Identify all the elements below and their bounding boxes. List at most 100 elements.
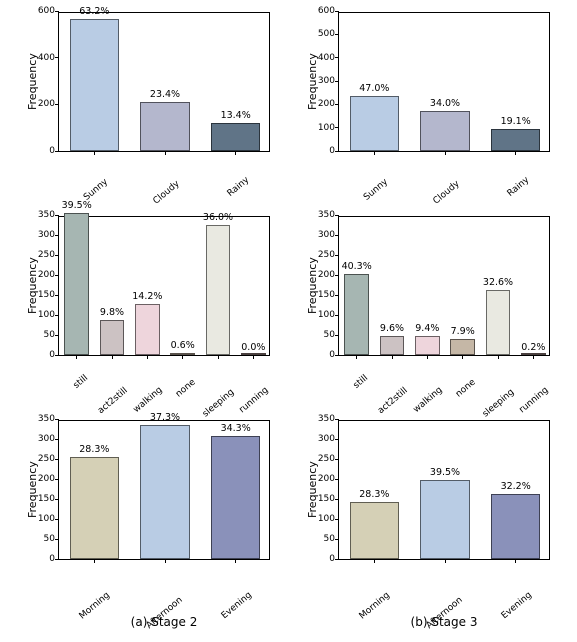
xtick-mark — [182, 355, 183, 359]
ytick-label: 250 — [38, 250, 59, 260]
ytick-label: 100 — [38, 514, 59, 524]
xtick-mark — [165, 151, 166, 155]
ytick-label: 350 — [318, 210, 339, 220]
ytick-label: 300 — [38, 230, 59, 240]
bar — [135, 304, 160, 355]
ytick-label: 500 — [318, 29, 339, 39]
xtick-mark — [94, 559, 95, 563]
ytick-label: 300 — [38, 434, 59, 444]
y-axis-label: Frequency — [306, 53, 319, 110]
ytick-label: 300 — [318, 230, 339, 240]
bar-value-label: 0.2% — [521, 342, 545, 353]
panel-stage2-weather: 020040060063.2%Sunny23.4%Cloudy13.4%Rain… — [58, 12, 270, 152]
bar-value-label: 13.4% — [221, 110, 251, 121]
xtick-mark — [533, 355, 534, 359]
bar-value-label: 0.6% — [171, 340, 195, 351]
ytick-label: 50 — [324, 330, 339, 340]
ytick-label: 0 — [49, 554, 59, 564]
bar-value-label: 39.5% — [430, 467, 460, 478]
bar — [211, 123, 260, 151]
subplot-caption: (b) Stage 3 — [338, 615, 550, 629]
ytick-label: 0 — [329, 146, 339, 156]
xtick-mark — [515, 559, 516, 563]
ytick-label: 0 — [329, 350, 339, 360]
xtick-label: still — [71, 373, 89, 391]
xtick-label: still — [351, 373, 369, 391]
plot-area: 05010015020025030035028.3%Morning37.3%Af… — [58, 420, 270, 560]
xtick-label: Cloudy — [431, 179, 461, 207]
bar — [491, 494, 540, 559]
xtick-label: sleeping — [481, 387, 516, 419]
ytick-label: 250 — [38, 454, 59, 464]
bar-value-label: 28.3% — [79, 444, 109, 455]
bar-value-label: 23.4% — [150, 89, 180, 100]
ytick-label: 100 — [38, 310, 59, 320]
y-axis-label: Frequency — [26, 257, 39, 314]
ytick-label: 200 — [38, 270, 59, 280]
panel-stage3-weather: 010020030040050060047.0%Sunny34.0%Cloudy… — [338, 12, 550, 152]
ytick-label: 600 — [38, 6, 59, 16]
bar-value-label: 32.6% — [483, 277, 513, 288]
ytick-label: 200 — [38, 99, 59, 109]
bar — [415, 336, 440, 355]
bar — [450, 339, 475, 355]
bar — [420, 480, 469, 559]
xtick-label: walking — [132, 385, 165, 415]
bar-value-label: 32.2% — [501, 481, 531, 492]
ytick-label: 100 — [318, 310, 339, 320]
xtick-label: Rainy — [505, 175, 531, 199]
ytick-label: 250 — [318, 250, 339, 260]
bar-value-label: 9.6% — [380, 323, 404, 334]
plot-area: 05010015020025030035039.5%still9.8%act2s… — [58, 216, 270, 356]
bar-value-label: 0.0% — [241, 342, 265, 353]
xtick-label: running — [238, 385, 271, 415]
ytick-label: 0 — [49, 146, 59, 156]
xtick-mark — [147, 355, 148, 359]
xtick-mark — [94, 151, 95, 155]
ytick-label: 200 — [38, 474, 59, 484]
ytick-label: 150 — [318, 290, 339, 300]
bar-value-label: 9.8% — [100, 307, 124, 318]
bar — [344, 274, 369, 355]
ytick-label: 150 — [38, 290, 59, 300]
plot-area: 020040060063.2%Sunny23.4%Cloudy13.4%Rain… — [58, 12, 270, 152]
panel-stage3-activity: 05010015020025030035040.3%still9.6%act2s… — [338, 216, 550, 356]
panel-stage2-activity: 05010015020025030035039.5%still9.8%act2s… — [58, 216, 270, 356]
bar — [64, 213, 89, 355]
ytick-label: 200 — [318, 474, 339, 484]
xtick-label: sleeping — [201, 387, 236, 419]
bar — [70, 457, 119, 559]
ytick-label: 100 — [318, 514, 339, 524]
xtick-label: walking — [412, 385, 445, 415]
xtick-mark — [445, 151, 446, 155]
bar-value-label: 34.3% — [221, 423, 251, 434]
bar — [70, 19, 119, 151]
ytick-label: 200 — [318, 99, 339, 109]
xtick-mark — [374, 559, 375, 563]
xtick-mark — [165, 559, 166, 563]
bar-value-label: 63.2% — [79, 6, 109, 17]
panel-stage2-daypart: 05010015020025030035028.3%Morning37.3%Af… — [58, 420, 270, 560]
bar — [486, 290, 511, 355]
bar-value-label: 9.4% — [415, 323, 439, 334]
bar-value-label: 47.0% — [359, 83, 389, 94]
xtick-label: none — [174, 377, 198, 399]
bar — [350, 96, 399, 151]
ytick-label: 250 — [318, 454, 339, 464]
xtick-mark — [392, 355, 393, 359]
bar-value-label: 34.0% — [430, 98, 460, 109]
bar — [100, 320, 125, 355]
xtick-label: Cloudy — [151, 179, 181, 207]
y-axis-label: Frequency — [26, 53, 39, 110]
ytick-label: 0 — [329, 554, 339, 564]
bar-value-label: 19.1% — [501, 116, 531, 127]
figure: 020040060063.2%Sunny23.4%Cloudy13.4%Rain… — [0, 0, 577, 642]
bar-value-label: 37.3% — [150, 412, 180, 423]
ytick-label: 400 — [38, 53, 59, 63]
xtick-mark — [76, 355, 77, 359]
ytick-label: 350 — [38, 414, 59, 424]
ytick-label: 0 — [49, 350, 59, 360]
ytick-label: 350 — [38, 210, 59, 220]
bar-value-label: 40.3% — [342, 261, 372, 272]
ytick-label: 350 — [318, 414, 339, 424]
